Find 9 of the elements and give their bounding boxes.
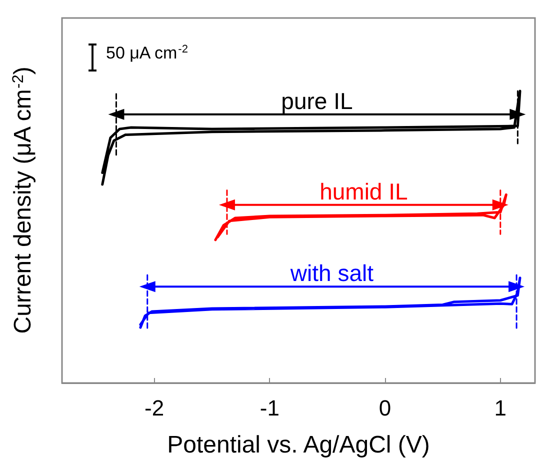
x-tick-label: -2: [144, 396, 164, 420]
x-tick-label: -1: [260, 396, 280, 420]
series-label: with salt: [289, 260, 374, 286]
x-tick-label: 0: [378, 396, 392, 420]
y-axis-title: Current density (μA cm-2): [10, 66, 37, 334]
x-axis-title: Potential vs. Ag/AgCl (V): [167, 432, 430, 458]
x-tick-label: 1: [494, 396, 507, 420]
series-label: pure IL: [281, 88, 353, 114]
series-label: humid IL: [320, 178, 408, 204]
